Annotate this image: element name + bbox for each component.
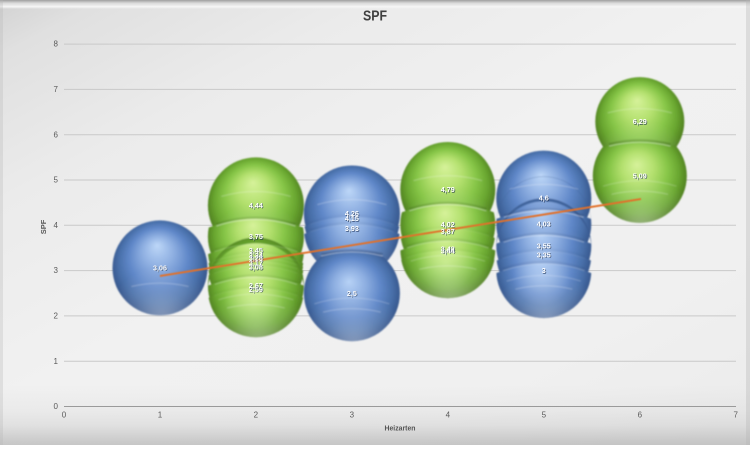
svg-text:2,59: 2,59	[249, 285, 263, 294]
svg-text:6,29: 6,29	[634, 118, 648, 127]
svg-text:3: 3	[543, 267, 547, 276]
svg-text:3,44: 3,44	[441, 246, 455, 255]
svg-text:4,15: 4,15	[345, 214, 359, 223]
svg-text:4,44: 4,44	[249, 201, 263, 210]
svg-text:4,6: 4,6	[540, 194, 550, 203]
svg-text:3,75: 3,75	[249, 232, 263, 241]
svg-text:3,35: 3,35	[537, 250, 551, 259]
svg-text:2: 2	[54, 312, 59, 321]
svg-text:3: 3	[54, 266, 59, 275]
svg-text:SPF: SPF	[39, 219, 48, 234]
svg-text:3,44: 3,44	[442, 247, 456, 256]
svg-text:3: 3	[542, 266, 546, 275]
svg-text:Heizarten: Heizarten	[385, 424, 416, 433]
svg-text:2,59: 2,59	[250, 286, 264, 295]
svg-text:2: 2	[254, 411, 259, 420]
svg-text:2,67: 2,67	[249, 281, 263, 290]
svg-text:4: 4	[54, 221, 59, 230]
svg-text:3,28: 3,28	[250, 254, 264, 263]
svg-text:3,87: 3,87	[441, 227, 455, 236]
svg-text:5: 5	[542, 411, 547, 420]
svg-text:8: 8	[54, 40, 59, 49]
svg-text:5: 5	[54, 176, 59, 185]
svg-text:3,75: 3,75	[250, 233, 264, 242]
svg-text:1: 1	[158, 411, 163, 420]
svg-text:3,48: 3,48	[442, 245, 456, 254]
svg-text:SPF: SPF	[363, 9, 387, 25]
svg-text:3,48: 3,48	[441, 245, 455, 254]
svg-text:7: 7	[54, 85, 59, 94]
svg-text:4,79: 4,79	[442, 186, 456, 195]
svg-text:4,02: 4,02	[441, 220, 455, 229]
svg-text:0: 0	[54, 402, 59, 411]
svg-text:3,93: 3,93	[345, 224, 359, 233]
svg-text:3,45: 3,45	[249, 246, 263, 255]
svg-text:3,28: 3,28	[249, 254, 263, 263]
svg-text:3,17: 3,17	[249, 259, 263, 268]
svg-text:5,09: 5,09	[634, 172, 648, 181]
svg-text:6: 6	[54, 130, 59, 139]
svg-text:0: 0	[62, 411, 67, 420]
svg-text:3,93: 3,93	[346, 225, 360, 234]
svg-text:3,06: 3,06	[153, 264, 167, 273]
svg-text:4: 4	[446, 411, 451, 420]
svg-text:7: 7	[733, 411, 738, 420]
svg-text:3,55: 3,55	[537, 241, 551, 250]
svg-text:4,6: 4,6	[539, 194, 549, 203]
svg-text:3,35: 3,35	[538, 251, 552, 260]
svg-text:3,08: 3,08	[250, 263, 264, 272]
svg-text:3,34: 3,34	[249, 251, 263, 260]
svg-text:6,29: 6,29	[633, 117, 647, 126]
svg-text:3: 3	[350, 411, 355, 420]
svg-text:4,26: 4,26	[345, 209, 359, 218]
svg-text:3,55: 3,55	[538, 242, 552, 251]
svg-text:3,34: 3,34	[250, 252, 264, 261]
svg-text:3,87: 3,87	[442, 228, 456, 237]
svg-text:2,67: 2,67	[250, 282, 264, 291]
svg-text:4,03: 4,03	[537, 220, 551, 229]
svg-text:4,03: 4,03	[538, 220, 552, 229]
svg-text:3,08: 3,08	[249, 263, 263, 272]
svg-text:3,17: 3,17	[250, 259, 264, 268]
svg-text:4,15: 4,15	[346, 215, 360, 224]
svg-text:2,5: 2,5	[347, 289, 357, 298]
svg-text:3,45: 3,45	[250, 247, 264, 256]
svg-text:6: 6	[638, 411, 643, 420]
svg-text:5,09: 5,09	[633, 172, 647, 181]
svg-text:1: 1	[54, 357, 59, 366]
svg-text:4,44: 4,44	[250, 202, 264, 211]
svg-text:2,5: 2,5	[348, 290, 358, 299]
svg-text:4,02: 4,02	[442, 221, 456, 230]
svg-text:4,79: 4,79	[441, 185, 455, 194]
svg-text:4,26: 4,26	[346, 210, 360, 219]
svg-text:3,06: 3,06	[154, 264, 168, 273]
